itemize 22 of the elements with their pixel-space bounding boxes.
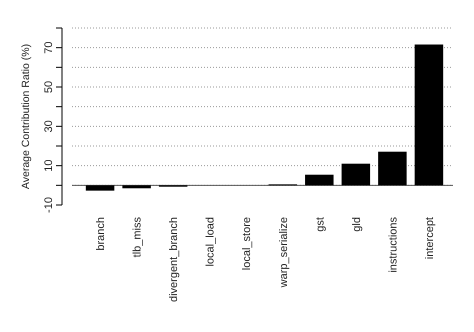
bar xyxy=(122,185,151,188)
x-tick-label: gld xyxy=(350,217,363,232)
x-tick-label: branch xyxy=(95,217,108,251)
bar xyxy=(378,152,407,186)
y-tick-label: 30 xyxy=(43,120,55,132)
y-tick-label: 10 xyxy=(43,160,55,172)
bar xyxy=(342,164,370,186)
x-tick-label: local_load xyxy=(204,217,217,267)
x-tick-label: tlb_miss xyxy=(132,216,144,258)
bar xyxy=(414,44,444,186)
y-tick-label: -10 xyxy=(43,197,55,213)
x-tick-label: divergent_branch xyxy=(168,217,180,302)
x-tick-label: warp_serialize xyxy=(278,217,290,288)
x-tick-label: gst xyxy=(314,217,326,232)
y-axis-title: Average Contribution Ratio (%) xyxy=(20,44,32,190)
y-tick-label: 50 xyxy=(43,80,55,94)
bar xyxy=(305,174,334,186)
x-tick-label: local_store xyxy=(241,217,254,270)
bar xyxy=(86,185,114,191)
y-tick-label: 70 xyxy=(43,42,55,54)
x-tick-label: intercept xyxy=(424,217,436,260)
x-tick-label: instructions xyxy=(387,216,400,273)
